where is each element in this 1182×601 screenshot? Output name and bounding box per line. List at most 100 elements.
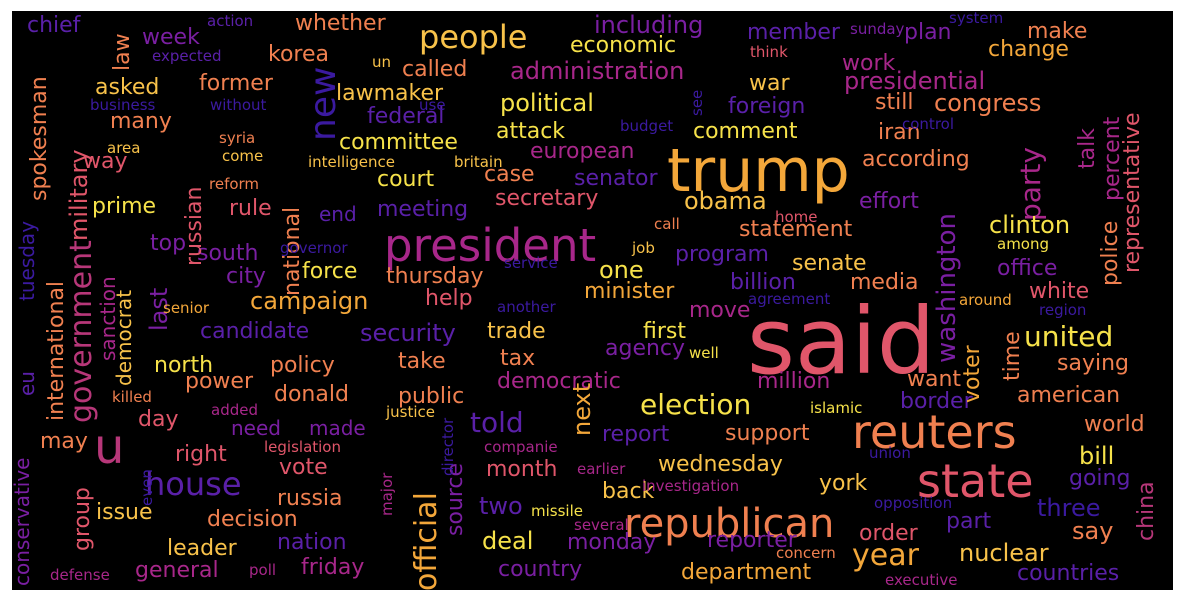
word-system: system bbox=[949, 11, 1004, 27]
word-meeting: meeting bbox=[377, 197, 469, 222]
word-month: month bbox=[486, 457, 558, 482]
word-change: change bbox=[988, 37, 1069, 62]
word-statement: statement bbox=[739, 217, 853, 242]
word-u: u bbox=[94, 419, 125, 475]
word-use: use bbox=[419, 96, 446, 114]
word-countries: countries bbox=[1017, 561, 1120, 586]
word-home: home bbox=[775, 208, 818, 226]
word-killed: killed bbox=[112, 388, 152, 406]
word-north: north bbox=[154, 353, 214, 378]
word-clinton: clinton bbox=[989, 211, 1071, 239]
word-senate: senate bbox=[792, 251, 867, 276]
word-cloud: said trump president state reuters republican… bbox=[12, 11, 1173, 590]
word-talk: talk bbox=[1075, 128, 1100, 169]
word-china: china bbox=[1134, 481, 1159, 541]
word-congress: congress bbox=[934, 89, 1042, 117]
word-without: without bbox=[210, 96, 267, 114]
word-general: general bbox=[135, 558, 219, 583]
word-case: case bbox=[484, 162, 535, 187]
word-legislation: legislation bbox=[264, 438, 341, 456]
word-bill: bill bbox=[1079, 442, 1115, 470]
word-plan: plan bbox=[904, 20, 952, 45]
word-thursday: thursday bbox=[386, 264, 484, 289]
word-reporter: reporter bbox=[707, 528, 797, 553]
word-issue: issue bbox=[96, 500, 153, 525]
word-first: first bbox=[643, 319, 686, 344]
word-white: white bbox=[1029, 279, 1090, 304]
word-governor: governor bbox=[280, 239, 348, 257]
word-security: security bbox=[360, 319, 456, 347]
word-law: law bbox=[110, 33, 135, 71]
word-senator: senator bbox=[574, 166, 658, 191]
word-companie: companie bbox=[484, 438, 558, 456]
word-need: need bbox=[231, 416, 281, 440]
word-say: say bbox=[1072, 517, 1114, 545]
word-washington: washington bbox=[932, 212, 962, 363]
word-told: told bbox=[470, 406, 524, 439]
word-next: next bbox=[568, 382, 596, 436]
word-call: call bbox=[654, 215, 680, 233]
word-chief: chief bbox=[27, 13, 81, 38]
word-poll: poll bbox=[249, 561, 277, 579]
word-week: week bbox=[142, 25, 200, 50]
word-another: another bbox=[497, 298, 556, 316]
word-asked: asked bbox=[95, 75, 160, 100]
word-effort: effort bbox=[859, 189, 919, 214]
word-made: made bbox=[309, 416, 366, 440]
word-country: country bbox=[498, 557, 583, 582]
word-un: un bbox=[372, 53, 392, 71]
word-saying: saying bbox=[1057, 351, 1129, 376]
word-may: may bbox=[40, 429, 88, 454]
word-justice: justice bbox=[386, 403, 436, 421]
word-united: united bbox=[1024, 320, 1114, 353]
word-lawmaker: lawmaker bbox=[336, 81, 444, 106]
word-administration: administration bbox=[510, 57, 685, 85]
word-move: move bbox=[689, 298, 751, 323]
word-prime: prime bbox=[92, 194, 157, 219]
word-think: think bbox=[750, 43, 788, 61]
word-report: report bbox=[602, 422, 670, 447]
word-european: european bbox=[530, 139, 635, 164]
word-nation: nation bbox=[277, 530, 347, 555]
word-conservative: conservative bbox=[12, 457, 34, 587]
word-around: around bbox=[959, 291, 1012, 309]
word-american: american bbox=[1017, 383, 1121, 408]
word-south: south bbox=[197, 241, 259, 266]
word-representative: representative bbox=[1120, 112, 1145, 274]
word-want: want bbox=[907, 367, 962, 392]
word-committee: committee bbox=[339, 130, 458, 155]
word-area: area bbox=[107, 139, 141, 157]
word-vote: vote bbox=[279, 455, 328, 480]
word-opposition: opposition bbox=[874, 494, 953, 512]
word-expected: expected bbox=[152, 47, 222, 65]
word-group: group bbox=[70, 487, 95, 551]
word-make: make bbox=[1027, 19, 1088, 44]
word-come: come bbox=[222, 147, 264, 165]
word-iran: iran bbox=[878, 120, 921, 145]
word-member: member bbox=[747, 20, 840, 45]
word-program: program bbox=[675, 242, 769, 267]
word-business: business bbox=[90, 96, 156, 114]
word-top: top bbox=[150, 231, 187, 256]
word-world: world bbox=[1084, 412, 1145, 437]
word-britain: britain bbox=[454, 153, 503, 171]
word-earlier: earlier bbox=[577, 460, 626, 478]
word-decision: decision bbox=[207, 507, 298, 532]
word-one: one bbox=[599, 256, 644, 284]
word-three: three bbox=[1037, 494, 1101, 522]
word-spokesman: spokesman bbox=[27, 76, 52, 201]
word-international: international bbox=[44, 280, 69, 421]
word-former: former bbox=[199, 71, 273, 96]
word-monday: monday bbox=[567, 530, 657, 555]
word-help: help bbox=[425, 286, 473, 311]
word-democratic: democratic bbox=[497, 369, 621, 394]
word-comment: comment bbox=[693, 119, 798, 144]
word-agency: agency bbox=[605, 336, 686, 361]
word-voter: voter bbox=[960, 345, 985, 403]
word-force: force bbox=[302, 259, 358, 284]
word-order: order bbox=[859, 521, 918, 546]
word-economic: economic bbox=[570, 33, 677, 58]
word-year: year bbox=[852, 538, 919, 573]
word-office: office bbox=[997, 256, 1058, 281]
word-missile: missile bbox=[531, 502, 583, 520]
